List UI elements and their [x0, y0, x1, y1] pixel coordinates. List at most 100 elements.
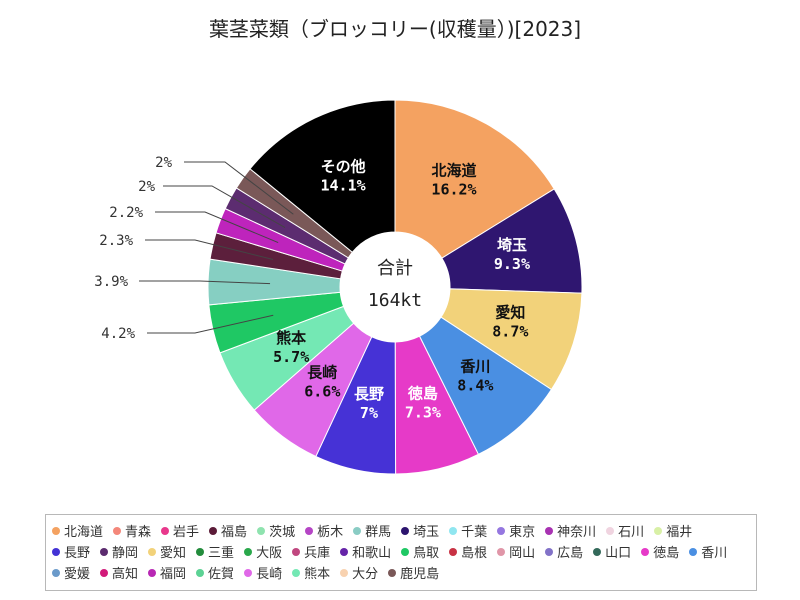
slice-outside-label: 2.2%	[109, 205, 143, 221]
legend-label: 埼玉	[413, 525, 440, 540]
legend-marker-icon	[340, 568, 349, 577]
legend-marker-icon	[353, 526, 362, 535]
slice-label-value: 7.3	[405, 404, 432, 422]
legend-label: 茨城	[269, 525, 296, 540]
legend-marker-icon	[641, 547, 650, 556]
legend-item: 佐賀	[196, 563, 234, 582]
legend-marker-icon	[52, 547, 60, 556]
slice-label-name: 北海道	[432, 161, 477, 179]
legend-item: 長野	[52, 542, 90, 561]
slice-label: その他 14.1%	[321, 158, 366, 195]
leader-lines-group	[139, 161, 294, 334]
legend-item: 大阪	[244, 542, 282, 561]
legend-label: 三重	[208, 546, 235, 561]
legend-marker-icon	[545, 526, 554, 535]
slice-label-name: 香川	[460, 357, 490, 375]
legend-marker-icon	[305, 526, 314, 535]
legend-label: 石川	[618, 525, 645, 540]
legend-item: 茨城	[257, 521, 295, 540]
legend-row: 愛媛 高知 福岡 佐賀 長崎 熊本 大分 鹿児島	[52, 562, 756, 583]
legend-label: 徳島	[653, 546, 680, 561]
slice-label: 長崎 6.6%	[304, 364, 340, 401]
slice-label-value: 14.1	[321, 177, 357, 195]
legend-item: 大分	[340, 563, 378, 582]
slice-outside-label: 2%	[155, 155, 172, 171]
slice-label-name: 愛知	[495, 304, 525, 322]
legend-label: 岩手	[173, 525, 200, 540]
leader-line	[155, 211, 279, 244]
slice-outside-label: 2.3%	[99, 233, 133, 249]
slice-label: 熊本 5.7%	[273, 329, 309, 366]
legend-marker-icon	[497, 526, 506, 535]
slice-label-name: 長野	[354, 385, 384, 403]
legend-item: 栃木	[305, 521, 343, 540]
slice-label-value: 9.3	[494, 255, 521, 273]
slice-label-unit: %	[300, 348, 309, 366]
slice-label-unit: %	[432, 404, 441, 422]
legend-item: 福井	[654, 521, 692, 540]
legend-item: 広島	[545, 542, 583, 561]
legend-item: 岡山	[497, 542, 535, 561]
legend-label: 佐賀	[208, 567, 235, 582]
legend-label: 長野	[64, 546, 91, 561]
slice-label-unit: %	[468, 180, 477, 198]
legend-row: 長野 静岡 愛知 三重 大阪 兵庫 和歌山 鳥取 島根 岡山 広島 山口 徳島 香川	[52, 541, 756, 562]
legend-label: 広島	[557, 546, 584, 561]
slice-outside-label: 2%	[138, 179, 155, 195]
legend-label: 島根	[461, 546, 488, 561]
legend-label: 高知	[112, 567, 139, 582]
pie-slice	[394, 99, 555, 259]
legend-item: 愛知	[148, 542, 186, 561]
legend-label: 愛知	[160, 546, 187, 561]
slice-label-name: 熊本	[276, 329, 306, 347]
legend-marker-icon	[52, 526, 60, 535]
slice-label-value: 6.6	[304, 383, 331, 401]
leader-line	[163, 185, 286, 229]
legend-label: 福島	[221, 525, 248, 540]
slice-outside-unit: %	[120, 274, 129, 290]
slice-outside-value: 3.9	[94, 274, 119, 290]
legend-marker-icon	[654, 526, 663, 535]
slice-outside-unit: %	[127, 326, 136, 342]
legend-label: 長崎	[256, 567, 283, 582]
legend-label: 栃木	[317, 525, 344, 540]
legend-label: 大阪	[256, 546, 283, 561]
legend-item: 香川	[689, 542, 727, 561]
legend-label: 千葉	[461, 525, 488, 540]
legend-label: 福岡	[160, 567, 187, 582]
slice-label-name: 長崎	[307, 364, 337, 382]
legend-marker-icon	[196, 568, 205, 577]
slice-outside-unit: %	[125, 233, 134, 249]
legend-item: 徳島	[641, 542, 679, 561]
legend-row: 北海道 青森 岩手 福島 茨城 栃木 群馬 埼玉 千葉 東京 神奈川 石川 福井	[52, 520, 756, 541]
legend-item: 鳥取	[401, 542, 439, 561]
legend-marker-icon	[593, 547, 602, 556]
legend-item: 島根	[449, 542, 487, 561]
leader-line	[139, 280, 271, 285]
slice-label-value: 5.7	[273, 348, 300, 366]
legend-item: 高知	[100, 563, 138, 582]
legend-marker-icon	[148, 547, 157, 556]
legend-label: 東京	[509, 525, 536, 540]
slices-group	[207, 99, 583, 475]
legend-marker-icon	[244, 568, 253, 577]
legend-item: 長崎	[244, 563, 282, 582]
legend: 北海道 青森 岩手 福島 茨城 栃木 群馬 埼玉 千葉 東京 神奈川 石川 福井 長野 静岡 愛知 三重 大阪 兵庫…	[45, 514, 757, 591]
slice-outside-value: 2.3	[99, 233, 124, 249]
slice-label-value: 8.4	[457, 376, 484, 394]
legend-marker-icon	[148, 568, 157, 577]
legend-item: 三重	[196, 542, 234, 561]
legend-label: 鹿児島	[400, 567, 440, 582]
slice-label-unit: %	[519, 323, 528, 341]
slice-label-unit: %	[331, 383, 340, 401]
slice-labels-group: 北海道 16.2%埼玉 9.3%愛知 8.7%香川 8.4%徳島 7.3%長野 7%長崎 6.…	[94, 155, 530, 422]
legend-item: 山口	[593, 542, 631, 561]
legend-item: 福岡	[148, 563, 186, 582]
legend-marker-icon	[161, 526, 170, 535]
legend-label: 和歌山	[352, 546, 392, 561]
slice-label-value: 16.2	[431, 180, 467, 198]
slice-label: 長野 7%	[354, 385, 384, 422]
legend-label: 神奈川	[557, 525, 597, 540]
legend-label: 静岡	[112, 546, 139, 561]
legend-marker-icon	[689, 547, 698, 556]
